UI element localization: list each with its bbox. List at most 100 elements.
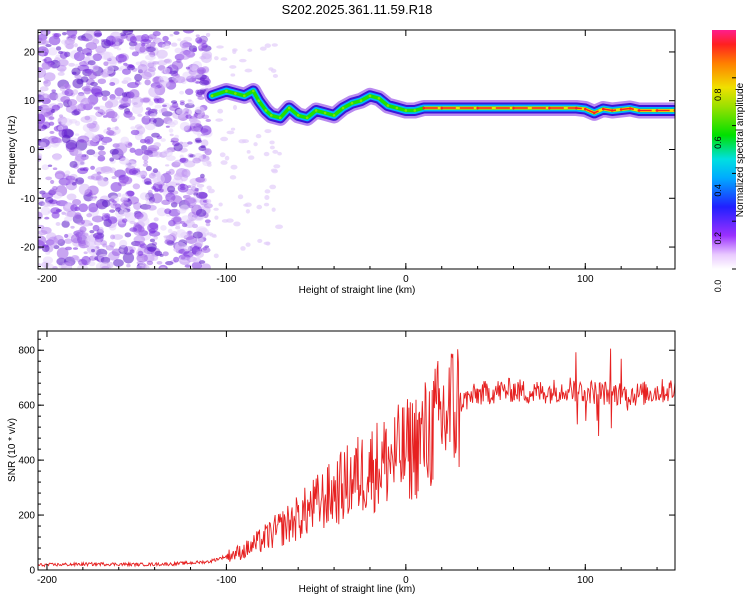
noise-speckle xyxy=(194,106,205,114)
noise-speckle xyxy=(173,143,183,152)
noise-speckle xyxy=(108,198,115,202)
noise-speckle xyxy=(173,31,180,35)
track-point xyxy=(296,114,300,117)
noise-speckle xyxy=(147,66,157,73)
noise-speckle xyxy=(38,35,47,45)
noise-speckle xyxy=(144,136,154,145)
noise-speckle xyxy=(77,167,89,175)
noise-speckle xyxy=(139,98,145,103)
noise-speckle xyxy=(275,224,283,229)
noise-speckle xyxy=(187,64,198,70)
noise-speckle xyxy=(121,193,129,201)
noise-speckle xyxy=(119,208,128,217)
noise-speckle xyxy=(90,81,98,87)
noise-speckle xyxy=(38,235,47,246)
noise-speckle xyxy=(264,43,272,48)
noise-speckle xyxy=(169,199,174,204)
noise-speckle xyxy=(69,160,78,168)
noise-speckle xyxy=(224,155,230,161)
noise-speckle xyxy=(271,207,276,212)
noise-speckle xyxy=(255,133,262,139)
noise-speckle xyxy=(107,216,118,224)
track-point xyxy=(287,106,291,110)
noise-speckle xyxy=(93,106,101,110)
noise-speckle xyxy=(153,142,161,148)
spectrogram-xlabel: Height of straight line (km) xyxy=(299,285,416,296)
noise-speckle xyxy=(93,239,102,246)
noise-speckle xyxy=(226,130,235,135)
noise-speckle xyxy=(141,144,148,151)
noise-speckle xyxy=(147,62,155,68)
figure-title: S202.2025.361.11.59.R18 xyxy=(282,2,433,17)
noise-speckle xyxy=(92,65,99,70)
noise-speckle xyxy=(162,104,167,108)
noise-speckle xyxy=(109,148,119,155)
track-point xyxy=(413,109,417,112)
noise-speckle xyxy=(214,56,219,61)
noise-speckle xyxy=(124,160,137,169)
noise-speckle xyxy=(91,215,104,223)
noise-speckle xyxy=(148,153,154,158)
noise-speckle xyxy=(144,181,152,186)
noise-speckle xyxy=(147,204,157,211)
noise-speckle xyxy=(151,185,157,190)
noise-speckle xyxy=(212,234,217,238)
track-point xyxy=(225,89,228,93)
noise-speckle xyxy=(64,203,72,209)
noise-speckle xyxy=(92,53,103,62)
noise-speckle xyxy=(110,234,116,240)
x-tick-label: -200 xyxy=(37,274,57,285)
noise-speckle xyxy=(162,35,169,42)
noise-speckle xyxy=(40,51,45,56)
noise-speckle xyxy=(263,151,270,157)
noise-speckle xyxy=(206,161,212,165)
noise-speckle xyxy=(206,185,212,190)
noise-speckle xyxy=(139,192,149,200)
noise-speckle xyxy=(61,220,70,228)
noise-speckle xyxy=(74,133,80,136)
noise-speckle xyxy=(81,85,94,92)
track-point xyxy=(305,116,309,120)
noise-speckle xyxy=(123,77,132,82)
noise-speckle xyxy=(156,97,165,104)
noise-speckle xyxy=(195,34,200,38)
noise-speckle xyxy=(148,101,154,106)
noise-speckle xyxy=(40,206,51,216)
noise-speckle xyxy=(169,133,174,137)
noise-speckle xyxy=(88,202,99,213)
noise-speckle xyxy=(128,115,136,121)
noise-speckle xyxy=(113,259,124,267)
noise-speckle xyxy=(232,105,238,110)
track-point xyxy=(637,109,641,112)
noise-speckle xyxy=(187,141,193,145)
noise-speckle xyxy=(60,96,71,103)
noise-speckle xyxy=(154,104,162,109)
noise-speckle xyxy=(112,154,120,160)
x-tick-label: 0 xyxy=(403,575,409,586)
noise-speckle xyxy=(52,153,62,161)
noise-speckle xyxy=(269,184,277,190)
noise-speckle xyxy=(129,147,136,153)
noise-speckle xyxy=(112,36,124,43)
noise-speckle xyxy=(182,223,188,228)
noise-speckle xyxy=(84,30,96,40)
noise-speckle xyxy=(196,183,205,188)
noise-speckle xyxy=(92,224,100,232)
noise-speckle xyxy=(61,211,66,215)
noise-speckle xyxy=(206,199,212,204)
track-point xyxy=(252,89,255,93)
y-tick-label: 400 xyxy=(18,456,35,467)
noise-speckle xyxy=(256,204,263,210)
noise-speckle xyxy=(271,43,278,47)
noise-speckle xyxy=(184,88,194,95)
noise-speckle xyxy=(149,238,156,243)
track-point xyxy=(234,92,237,95)
noise-speckle xyxy=(90,88,102,95)
noise-speckle xyxy=(112,203,117,206)
noise-speckle xyxy=(146,243,157,252)
noise-speckle xyxy=(91,248,96,253)
noise-speckle xyxy=(64,233,69,238)
noise-speckle xyxy=(195,209,207,217)
noise-speckle xyxy=(122,252,135,264)
